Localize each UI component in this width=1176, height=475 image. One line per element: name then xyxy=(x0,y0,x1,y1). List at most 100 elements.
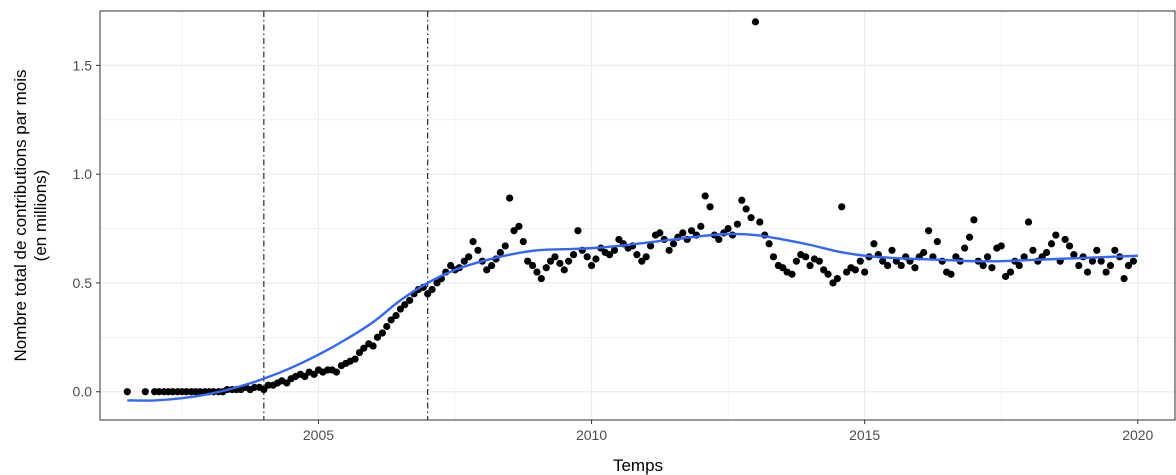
data-point xyxy=(851,266,859,274)
data-point xyxy=(551,253,559,261)
data-point xyxy=(665,246,673,254)
data-point xyxy=(1111,246,1119,254)
data-point xyxy=(633,251,641,259)
data-point xyxy=(788,270,796,278)
data-point xyxy=(1015,261,1023,270)
y-tick-label: 1.0 xyxy=(73,166,93,182)
data-point xyxy=(433,279,441,287)
data-point xyxy=(141,388,149,396)
data-point xyxy=(997,242,1005,250)
data-point xyxy=(833,274,841,283)
data-point xyxy=(605,251,614,259)
data-point xyxy=(815,257,823,265)
y-tick-label: 0.5 xyxy=(73,275,93,291)
data-point xyxy=(528,261,537,270)
data-point xyxy=(583,253,591,261)
data-point xyxy=(469,238,477,246)
data-point xyxy=(1088,257,1097,265)
data-point xyxy=(547,257,555,265)
data-point xyxy=(474,246,482,254)
data-point xyxy=(756,218,764,226)
x-axis-title: Temps xyxy=(613,456,663,475)
data-point xyxy=(843,268,851,276)
data-point xyxy=(1042,248,1051,257)
data-point xyxy=(533,268,541,276)
data-point xyxy=(574,227,582,235)
data-point xyxy=(820,266,828,274)
data-point xyxy=(1001,272,1010,281)
data-point xyxy=(1102,268,1110,276)
data-point xyxy=(260,385,268,394)
data-point xyxy=(879,257,887,265)
data-point xyxy=(1065,242,1074,250)
data-point xyxy=(924,227,933,235)
data-point xyxy=(701,192,709,200)
data-point xyxy=(769,253,778,261)
data-point xyxy=(897,261,905,270)
y-tick-label: 0.0 xyxy=(73,384,93,400)
data-point xyxy=(742,205,750,213)
data-point xyxy=(965,233,974,241)
data-point xyxy=(697,222,705,230)
data-point xyxy=(378,329,386,337)
data-point xyxy=(1047,240,1056,248)
y-axis-title: Nombre total de contributions par mois (… xyxy=(11,70,50,362)
data-point xyxy=(1029,246,1037,254)
y-tick-label: 1.5 xyxy=(73,57,93,73)
x-tick-label: 2010 xyxy=(576,427,607,443)
smooth-trend-curve xyxy=(127,232,1138,402)
data-point xyxy=(947,270,955,278)
data-point xyxy=(1070,251,1078,259)
data-point xyxy=(519,238,527,246)
y-axis-title-line-2: (en millions) xyxy=(31,170,50,262)
data-point xyxy=(406,296,414,304)
data-point xyxy=(888,246,896,254)
data-point xyxy=(1024,218,1033,226)
data-point xyxy=(870,240,878,248)
data-point xyxy=(383,322,391,331)
data-point xyxy=(501,242,509,250)
data-point xyxy=(524,257,532,265)
data-point xyxy=(1093,246,1101,254)
data-point xyxy=(911,264,919,272)
data-point xyxy=(351,355,359,363)
data-point xyxy=(884,261,892,270)
data-point xyxy=(560,266,568,274)
data-point xyxy=(283,379,291,387)
data-point xyxy=(983,253,992,261)
data-point xyxy=(401,301,409,309)
data-point xyxy=(751,18,760,26)
data-point xyxy=(861,268,869,276)
data-point xyxy=(829,279,837,287)
data-point xyxy=(123,388,131,396)
data-point xyxy=(933,238,941,246)
data-point xyxy=(802,253,810,261)
data-point xyxy=(424,290,432,298)
y-axis-title-line-1: Nombre total de contributions par mois xyxy=(11,70,30,362)
data-point xyxy=(669,240,678,248)
data-point xyxy=(952,253,960,261)
data-point xyxy=(1075,261,1083,270)
data-point xyxy=(392,311,400,320)
grid-lines xyxy=(100,11,1176,420)
data-point xyxy=(724,224,732,233)
data-point xyxy=(565,257,573,265)
data-point xyxy=(610,246,619,254)
data-point xyxy=(488,261,496,270)
data-point xyxy=(733,220,742,228)
data-point xyxy=(706,203,714,211)
data-point xyxy=(542,264,550,272)
data-point xyxy=(428,285,436,294)
data-point xyxy=(465,253,473,261)
data-point xyxy=(510,227,518,235)
x-tick-label: 2015 xyxy=(849,427,880,443)
data-point xyxy=(920,248,928,257)
axes: 2005 2010 2015 2020 0.0 0.5 1.0 1.5 xyxy=(73,57,1154,443)
data-point xyxy=(1020,253,1028,261)
data-point xyxy=(1106,261,1115,270)
data-point xyxy=(1124,261,1133,270)
data-point xyxy=(856,257,864,265)
x-tick-label: 2005 xyxy=(303,427,334,443)
data-point xyxy=(646,242,655,250)
